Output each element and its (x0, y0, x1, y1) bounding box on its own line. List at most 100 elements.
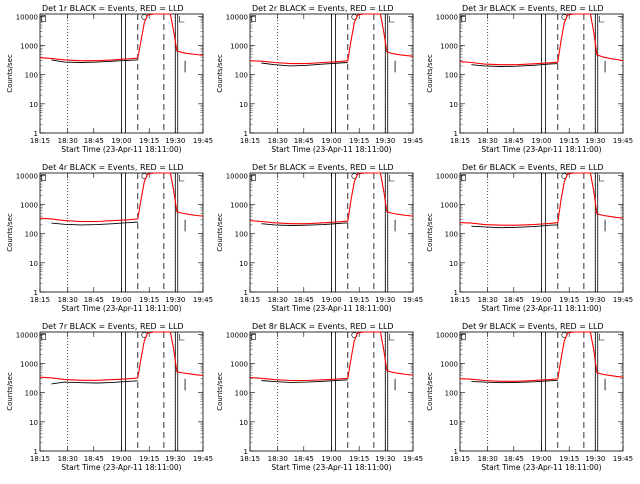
y-tick-label: 1000 (20, 201, 38, 209)
panel-1: Det 1r BLACK = Events, RED = LLD 1 10 100 10… (6, 4, 213, 154)
panel-7: Det 7r BLACK = Events, RED = LLD 1 10 100 10… (6, 322, 213, 472)
x-tick-label: 18:15 (240, 455, 260, 463)
panel-title: Det 8r BLACK = Events, RED = LLD (252, 322, 394, 331)
x-axis-label: Start Time (23-Apr-11 18:11:00) (61, 145, 181, 154)
y-tick-label: 10000 (226, 331, 248, 339)
series-line-lld (459, 172, 624, 226)
corner-marker (251, 333, 256, 340)
x-tick-label: 18:30 (58, 296, 78, 304)
x-tick-label: 19:15 (559, 137, 579, 145)
y-tick-label: 100 (445, 390, 458, 398)
y-tick-label: 10000 (436, 172, 458, 180)
x-tick-label: 19:30 (165, 296, 185, 304)
y-tick-label: 1000 (440, 201, 458, 209)
panel-title: Det 5r BLACK = Events, RED = LLD (252, 163, 394, 172)
x-axis-label: Start Time (23-Apr-11 18:11:00) (271, 145, 391, 154)
x-tick-label: 18:45 (294, 137, 314, 145)
y-axis-label: Counts/sec (426, 54, 434, 93)
y-tick-label: 10000 (16, 13, 38, 21)
y-tick-label: 10 (239, 101, 248, 109)
panel-title: Det 7r BLACK = Events, RED = LLD (42, 322, 184, 331)
corner-marker (461, 15, 466, 22)
x-tick-label: 18:30 (268, 455, 288, 463)
x-tick-label: 18:15 (30, 296, 50, 304)
x-tick-label: 18:45 (504, 296, 524, 304)
y-axis-label: Counts/sec (426, 372, 434, 411)
corner-marker (251, 174, 256, 181)
panel-title: Det 2r BLACK = Events, RED = LLD (252, 4, 394, 13)
x-tick-label: 18:45 (294, 296, 314, 304)
y-tick-label: 1 (454, 289, 458, 297)
corner-marker (41, 174, 46, 181)
y-tick-label: 10 (449, 260, 458, 268)
x-tick-label: 19:30 (585, 296, 605, 304)
series-line-events (261, 62, 348, 67)
x-tick-label: 19:45 (613, 296, 633, 304)
x-tick-label: 18:15 (450, 455, 470, 463)
corner-marker (41, 15, 46, 22)
x-tick-label: 19:45 (193, 455, 213, 463)
x-tick-label: 18:30 (268, 137, 288, 145)
y-tick-label: 1 (34, 448, 38, 456)
y-tick-label: 100 (25, 231, 38, 239)
y-axis-label: Counts/sec (6, 213, 14, 252)
series-line-lld (39, 172, 204, 223)
x-axis-label: Start Time (23-Apr-11 18:11:00) (271, 304, 391, 313)
panel-5: Det 5r BLACK = Events, RED = LLD 1 10 100 10… (216, 163, 423, 313)
corner-marker (41, 333, 46, 340)
x-axis-label: Start Time (23-Apr-11 18:11:00) (61, 463, 181, 472)
panel-title: Det 4r BLACK = Events, RED = LLD (42, 163, 184, 172)
panel-4: Det 4r BLACK = Events, RED = LLD 1 10 100 10… (6, 163, 213, 313)
series-line-events (261, 222, 348, 226)
panel-title: Det 9r BLACK = Events, RED = LLD (462, 322, 604, 331)
y-tick-label: 100 (445, 72, 458, 80)
corner-marker (461, 174, 466, 181)
panel-6: Det 6r BLACK = Events, RED = LLD 1 10 100 10… (426, 163, 633, 313)
x-tick-label: 19:45 (193, 296, 213, 304)
corner-marker (599, 175, 605, 182)
y-tick-label: 10000 (436, 13, 458, 21)
x-tick-label: 19:00 (321, 455, 341, 463)
x-axis-label: Start Time (23-Apr-11 18:11:00) (271, 463, 391, 472)
x-axis-label: Start Time (23-Apr-11 18:11:00) (61, 304, 181, 313)
y-tick-label: 10 (449, 101, 458, 109)
x-tick-label: 18:15 (450, 296, 470, 304)
y-tick-label: 10000 (16, 331, 38, 339)
x-tick-label: 18:15 (240, 296, 260, 304)
y-tick-label: 1000 (440, 42, 458, 50)
corner-marker (179, 334, 185, 341)
corner-marker (599, 16, 605, 23)
x-tick-label: 19:30 (165, 137, 185, 145)
x-tick-label: 18:30 (58, 137, 78, 145)
x-tick-label: 19:00 (531, 296, 551, 304)
x-tick-label: 19:00 (531, 455, 551, 463)
x-tick-label: 19:15 (349, 137, 369, 145)
y-tick-label: 1 (454, 130, 458, 138)
y-tick-label: 1 (34, 289, 38, 297)
x-tick-label: 19:15 (139, 296, 159, 304)
x-tick-label: 19:45 (403, 137, 423, 145)
y-tick-label: 10 (29, 419, 38, 427)
corner-marker (461, 333, 466, 340)
x-tick-label: 19:00 (321, 296, 341, 304)
corner-marker (389, 175, 395, 182)
corner-marker (389, 16, 395, 23)
y-tick-label: 1 (244, 130, 248, 138)
y-tick-label: 10 (449, 419, 458, 427)
panel-title: Det 1r BLACK = Events, RED = LLD (42, 4, 184, 13)
x-tick-label: 18:15 (450, 137, 470, 145)
x-tick-label: 19:45 (403, 455, 423, 463)
series-line-lld (249, 172, 414, 225)
y-tick-label: 10000 (226, 172, 248, 180)
x-axis-label: Start Time (23-Apr-11 18:11:00) (481, 463, 601, 472)
x-tick-label: 19:00 (111, 455, 131, 463)
x-tick-label: 19:30 (585, 137, 605, 145)
series-line-lld (459, 13, 624, 66)
x-tick-label: 18:45 (294, 455, 314, 463)
x-tick-label: 18:45 (84, 455, 104, 463)
x-tick-label: 19:45 (403, 296, 423, 304)
x-tick-label: 18:30 (268, 296, 288, 304)
y-tick-label: 100 (445, 231, 458, 239)
series-line-events (471, 379, 558, 384)
